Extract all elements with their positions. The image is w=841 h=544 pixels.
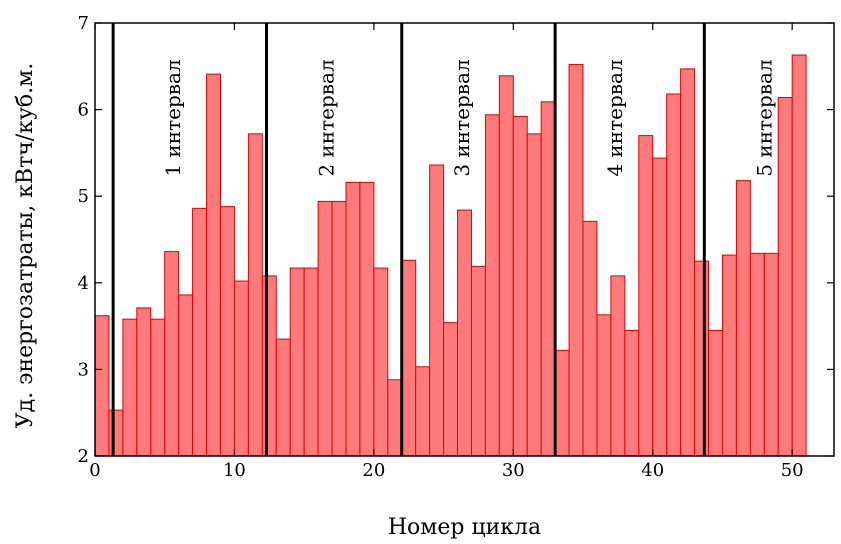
bar <box>247 133 263 457</box>
y-tick-label: 2 <box>78 446 89 467</box>
bar <box>484 114 500 457</box>
y-axis-label: Уд. энергозатраты, кВтч/куб.м. <box>13 63 38 429</box>
x-tick-label: 20 <box>362 460 385 481</box>
y-tick-label: 3 <box>78 359 89 380</box>
interval-label: 1 интервал <box>161 59 185 176</box>
bar <box>735 180 751 457</box>
y-tick-label: 4 <box>78 273 89 294</box>
y-tick-label: 5 <box>78 186 89 207</box>
interval-label: 2 интервал <box>315 59 339 176</box>
bar <box>359 181 375 457</box>
bar <box>233 280 249 457</box>
bar <box>680 68 696 457</box>
bar <box>721 254 737 457</box>
bar <box>136 307 152 457</box>
bar <box>554 349 570 457</box>
bar <box>303 267 319 457</box>
bar <box>749 252 765 457</box>
bar <box>763 252 779 457</box>
bar <box>122 318 138 457</box>
bar <box>443 322 459 457</box>
x-tick-label: 10 <box>223 460 246 481</box>
bar <box>512 116 528 457</box>
bar <box>178 294 194 457</box>
bar <box>192 207 208 457</box>
bar <box>777 96 793 457</box>
bar <box>624 329 640 457</box>
tick-labels: 0 10 20 30 40 50 2 3 4 5 6 7 <box>78 13 804 481</box>
interval-labels: 1 интервал 2 интервал 3 интервал 4 интервал… <box>161 59 776 176</box>
bar <box>94 315 110 457</box>
bar <box>582 220 598 457</box>
bar <box>708 329 723 457</box>
bar <box>415 366 431 457</box>
bar <box>219 206 235 457</box>
bar <box>526 133 542 457</box>
x-tick-label: 40 <box>641 460 664 481</box>
bar <box>150 318 166 457</box>
bar <box>261 275 277 457</box>
bar <box>345 181 361 457</box>
interval-label: 4 интервал <box>603 59 627 176</box>
bar <box>596 314 612 457</box>
bar <box>540 101 556 457</box>
axis-ticks <box>94 22 834 457</box>
bar <box>457 209 472 457</box>
bar <box>164 251 180 457</box>
interval-label: 5 интервал <box>752 59 776 176</box>
bar <box>331 200 347 457</box>
interval-dividers <box>111 23 706 456</box>
bar <box>638 135 654 457</box>
x-tick-label: 30 <box>502 460 525 481</box>
bar <box>108 409 124 457</box>
interval-label: 3 интервал <box>450 59 474 176</box>
bar <box>498 75 514 457</box>
bar <box>401 259 417 457</box>
bar <box>610 275 626 457</box>
bar <box>791 54 807 457</box>
bar <box>568 64 584 457</box>
bar <box>373 267 389 457</box>
x-axis-label: Номер цикла <box>388 515 541 540</box>
x-tick-label: 0 <box>89 460 100 481</box>
bar <box>289 267 305 457</box>
y-tick-label: 6 <box>78 100 89 121</box>
bar <box>429 164 445 457</box>
bar <box>694 260 710 457</box>
y-tick-label: 7 <box>78 13 89 34</box>
bar <box>275 338 291 457</box>
bar <box>317 200 333 457</box>
bar <box>666 93 682 457</box>
x-tick-label: 50 <box>781 460 804 481</box>
bar <box>387 379 403 457</box>
plot-frame <box>94 22 835 457</box>
bar <box>652 157 668 457</box>
bar <box>206 73 221 457</box>
bar <box>470 265 486 457</box>
